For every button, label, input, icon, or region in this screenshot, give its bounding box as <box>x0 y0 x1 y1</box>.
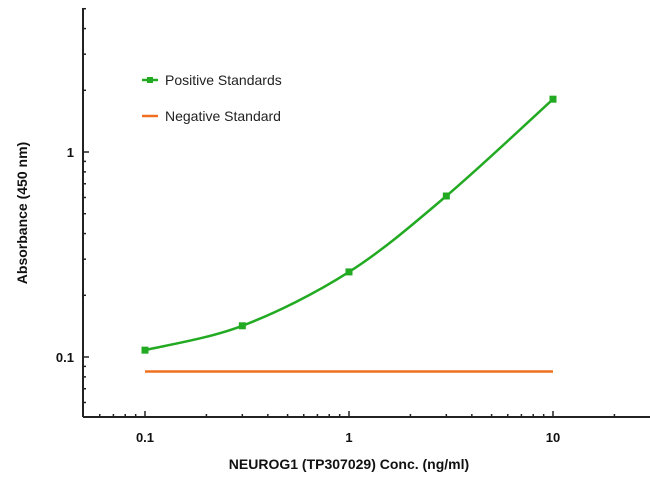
y-tick-labels: 0.1 1 <box>56 145 74 365</box>
x-tick-10: 10 <box>546 430 560 445</box>
x-axis-title: NEUROG1 (TP307029) Conc. (ng/ml) <box>229 456 469 472</box>
legend-item-positive: Positive Standards <box>142 72 282 88</box>
data-point-marker <box>141 346 149 354</box>
data-point-marker <box>442 192 450 200</box>
data-point-marker <box>238 322 246 330</box>
data-point-marker <box>345 268 353 276</box>
legend-positive-marker-icon <box>147 77 153 83</box>
x-tick-labels: 0.1 1 10 <box>136 430 560 445</box>
legend-item-negative: Negative Standard <box>142 108 281 124</box>
x-tick-1: 1 <box>345 430 352 445</box>
legend: Positive Standards Negative Standard <box>142 72 282 124</box>
positive-standards-curve <box>144 98 554 352</box>
minor-ticks <box>83 7 616 417</box>
y-axis-title: Absorbance (450 nm) <box>14 142 30 284</box>
positive-standards-markers <box>141 95 557 354</box>
legend-negative-label: Negative Standard <box>165 108 281 124</box>
data-point-marker <box>549 95 557 103</box>
legend-positive-label: Positive Standards <box>165 72 282 88</box>
y-tick-0.1: 0.1 <box>56 350 74 365</box>
x-tick-0.1: 0.1 <box>136 430 154 445</box>
y-tick-1: 1 <box>67 145 74 160</box>
